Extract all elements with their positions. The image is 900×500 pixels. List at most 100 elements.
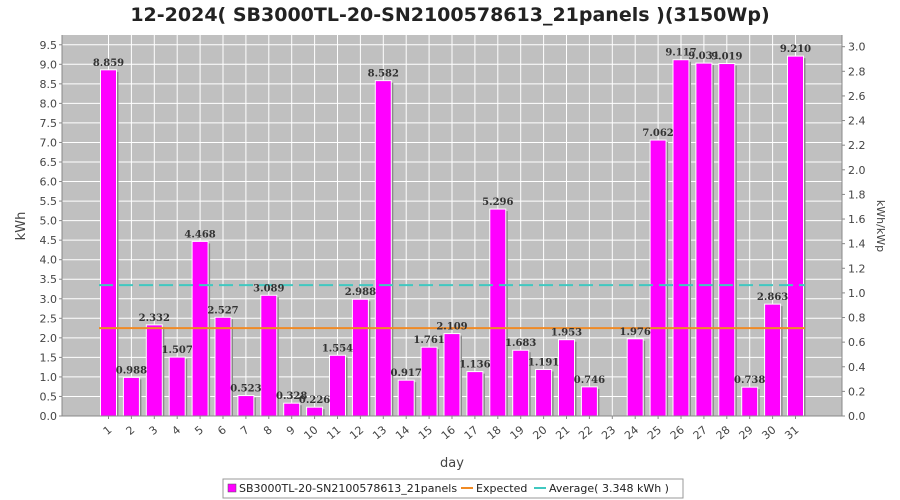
y2-tick-label: 2.6	[848, 90, 866, 103]
x-tick-label: 1	[101, 423, 115, 437]
x-tick-label: 24	[622, 423, 641, 442]
bar	[649, 139, 667, 417]
x-tick-label: 23	[599, 423, 618, 442]
bar	[329, 354, 346, 417]
y-tick-label: 2.5	[40, 312, 58, 325]
y-tick-label: 1.0	[40, 371, 58, 384]
x-tick-label: 2	[124, 423, 138, 437]
x-tick-label: 22	[576, 423, 595, 442]
y-tick-label: 2.0	[40, 332, 58, 345]
legend-label-expected: Expected	[476, 482, 527, 495]
x-tick-label: 7	[238, 423, 252, 437]
bar	[443, 333, 461, 417]
bar	[741, 386, 759, 417]
data-label: 0.328	[276, 391, 307, 402]
data-label: 2.527	[207, 305, 238, 316]
y2-tick-label: 0.0	[848, 410, 866, 423]
data-label: 1.953	[551, 328, 582, 339]
x-tick-label: 25	[645, 423, 664, 442]
bar	[512, 349, 530, 417]
y2-tick-label: 1.4	[848, 238, 866, 251]
data-labels: 8.859 0.988 2.332 1.507 4.468 2.527 0.523 3.089…	[93, 44, 811, 406]
y-tick-label: 4.5	[40, 234, 58, 247]
y2-tick-label: 0.8	[848, 312, 866, 325]
x-tick-label: 27	[691, 423, 710, 442]
y-tick-label: 0.0	[40, 410, 58, 423]
data-label: 2.863	[757, 292, 788, 303]
y2-tick-label: 0.2	[848, 385, 866, 398]
x-tick-label: 16	[439, 423, 458, 442]
x-tick-label: 20	[530, 423, 549, 442]
data-label: 1.136	[459, 360, 490, 371]
data-label: 1.554	[322, 343, 353, 354]
y-tick-label: 1.5	[40, 351, 58, 364]
data-label: 2.332	[139, 313, 170, 324]
bar	[122, 376, 140, 417]
legend-label-series: SB3000TL-20-SN2100578613_21panels	[239, 482, 457, 495]
x-tick-label: 18	[485, 423, 504, 442]
data-label: 4.468	[184, 229, 215, 240]
data-label: 0.523	[230, 384, 261, 395]
bar	[260, 294, 278, 417]
data-label: 1.507	[162, 345, 193, 356]
data-label: 0.738	[734, 375, 765, 386]
bar	[695, 62, 713, 417]
bar	[626, 338, 644, 417]
bar	[306, 406, 324, 417]
x-axis-ticks: 1 2 3 4 5 6 7 8 9 10 11 12 13 14 15 16 17 18 19 20 21 22 23 24 2…	[101, 416, 801, 442]
y2-tick-label: 1.2	[848, 262, 866, 275]
y-tick-label: 6.5	[40, 156, 58, 169]
x-tick-label: 4	[169, 423, 183, 437]
bar	[214, 316, 232, 417]
y2-tick-label: 1.8	[848, 188, 866, 201]
data-label: 0.917	[391, 368, 422, 379]
bar	[718, 63, 736, 417]
x-tick-label: 6	[215, 423, 229, 437]
bar	[168, 356, 186, 417]
bar	[764, 303, 782, 417]
data-label: 8.582	[368, 69, 399, 80]
x-tick-label: 31	[782, 423, 801, 442]
bar	[420, 346, 438, 417]
bar	[489, 208, 507, 417]
y-tick-label: 7.0	[40, 136, 58, 149]
y-tick-label: 6.0	[40, 176, 58, 189]
x-tick-label: 15	[416, 423, 435, 442]
y2-axis-ticks: 0.0 0.2 0.4 0.6 0.8 1.0 1.2 1.4 1.6 1.8 2.0 2.2 2.4 2…	[842, 41, 866, 423]
y2-tick-label: 1.0	[848, 287, 866, 300]
x-tick-label: 19	[508, 423, 527, 442]
bar	[397, 379, 415, 417]
data-label: 1.683	[505, 338, 536, 349]
bar	[351, 298, 369, 417]
legend: SB3000TL-20-SN2100578613_21panels Expect…	[222, 478, 684, 499]
x-tick-label: 28	[714, 423, 733, 442]
chart-title: 12-2024( SB3000TL-20-SN2100578613_21pane…	[130, 4, 769, 26]
x-tick-label: 9	[284, 423, 298, 437]
x-tick-label: 29	[737, 423, 756, 442]
data-label: 0.226	[299, 395, 330, 406]
data-label: 2.988	[345, 287, 376, 298]
y2-axis-label: kWh/kWp	[874, 200, 887, 252]
y-tick-label: 3.5	[40, 273, 58, 286]
x-tick-label: 30	[759, 423, 778, 442]
data-label: 9.210	[780, 44, 811, 55]
bar	[580, 386, 598, 417]
data-label: 9.019	[711, 52, 742, 63]
y-tick-label: 5.5	[40, 195, 58, 208]
data-label: 9.117	[665, 48, 696, 59]
x-tick-label: 14	[393, 423, 412, 442]
bar	[374, 80, 392, 417]
y2-tick-label: 2.4	[848, 115, 866, 128]
x-tick-label: 11	[324, 423, 343, 442]
y-axis-ticks: 0.0 0.5 1.0 1.5 2.0 2.5 3.0 3.5 4.0 4.5 5.0 5.5 6.0 6…	[40, 39, 62, 423]
y-tick-label: 9.0	[40, 58, 58, 71]
y2-tick-label: 2.8	[848, 65, 866, 78]
y2-tick-label: 0.4	[848, 361, 866, 374]
y2-tick-label: 0.6	[848, 336, 866, 349]
y-tick-label: 3.0	[40, 293, 58, 306]
y-tick-label: 7.5	[40, 117, 58, 130]
bar	[237, 395, 255, 417]
bar	[145, 324, 163, 417]
y2-tick-label: 3.0	[848, 41, 866, 54]
